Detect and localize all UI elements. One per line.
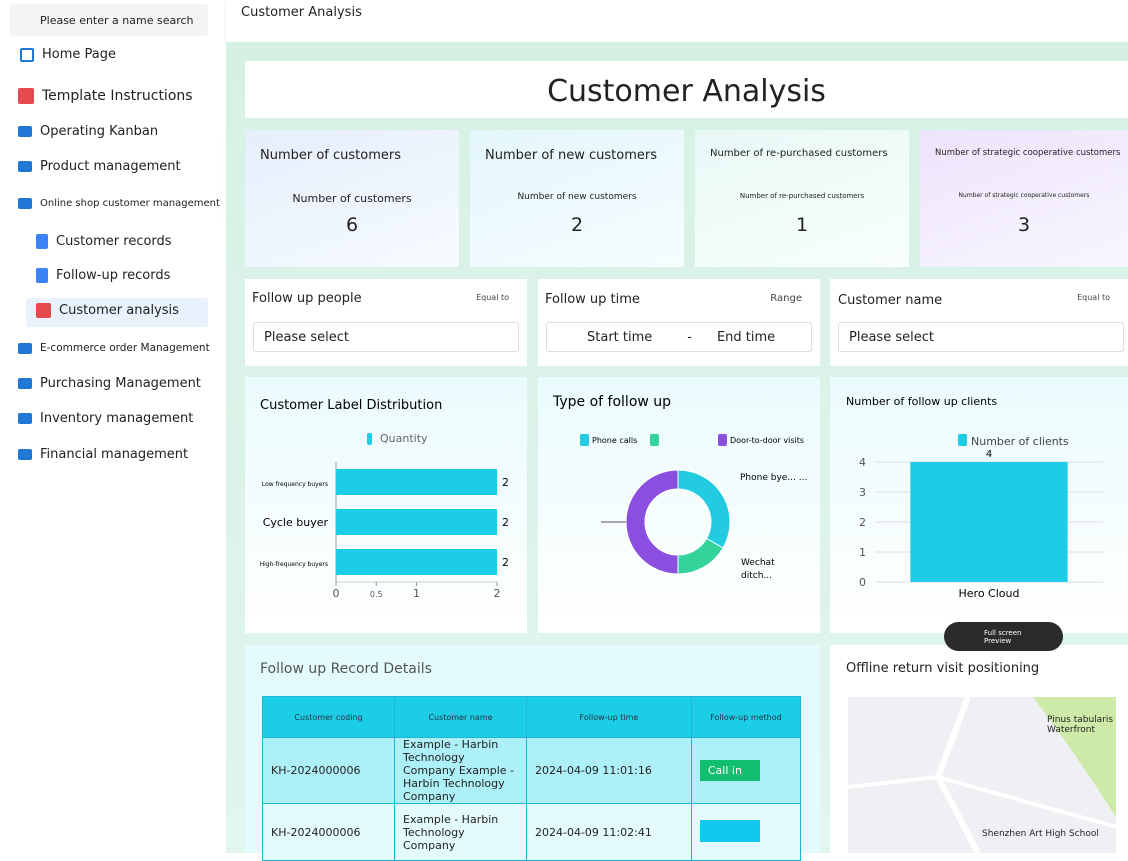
menu-item[interactable]: Follow-up records xyxy=(36,268,170,283)
menu-item[interactable]: E-commerce order Management xyxy=(18,342,210,354)
column-header[interactable]: Customer name xyxy=(394,696,527,738)
kpi-value: 6 xyxy=(345,214,359,236)
menu-label: Purchasing Management xyxy=(40,376,201,391)
filter-operator[interactable]: Range xyxy=(770,293,802,304)
kpi-label: Number of new customers xyxy=(517,192,637,202)
menu-item[interactable]: Inventory management xyxy=(18,411,193,426)
search-box[interactable]: Please enter a name search xyxy=(10,4,208,36)
column-header[interactable]: Follow-up time xyxy=(526,696,692,738)
menu-label: Operating Kanban xyxy=(40,124,159,139)
header: Customer Analysis xyxy=(226,0,1128,42)
banner-title: Customer Analysis xyxy=(547,74,826,109)
range-start: Start time xyxy=(587,329,653,345)
filter-label: Follow up time xyxy=(545,292,640,307)
kpi-label: Number of customers xyxy=(292,192,412,205)
kpi-value: 1 xyxy=(795,214,809,236)
cell: Call in xyxy=(690,737,802,804)
menu-item-active[interactable]: Customer analysis xyxy=(36,303,179,318)
kpi-label: Number of re-purchased customers xyxy=(739,192,865,200)
kpi-card: Number of re-purchased customers Number o… xyxy=(695,130,909,267)
kpi-value: 3 xyxy=(1017,214,1031,236)
menu-label: Template Instructions xyxy=(42,88,193,104)
range-separator: - xyxy=(687,329,692,345)
range-end: End time xyxy=(716,329,776,345)
select-placeholder: Please select xyxy=(264,329,349,345)
menu-label: E-commerce order Management xyxy=(40,342,210,354)
menu-item[interactable]: Financial management xyxy=(18,447,188,462)
menu-item[interactable]: Operating Kanban xyxy=(18,124,158,139)
button-label: Full screen Preview xyxy=(984,628,1022,645)
menu-label: Product management xyxy=(40,159,181,174)
kpi-value: 2 xyxy=(570,214,584,236)
cell: 2024-04-09 11:01:16 xyxy=(526,737,692,804)
search-placeholder: Please enter a name search xyxy=(40,13,194,27)
map-card: Offline return visit positioning Pinus t… xyxy=(830,645,1128,853)
filter-label: Customer name xyxy=(838,293,943,308)
table-card: Follow up Record Details Customer coding… xyxy=(245,645,820,861)
cell xyxy=(690,803,802,861)
column-header[interactable]: Follow-up method xyxy=(690,696,802,738)
chart-card xyxy=(538,377,820,633)
menu-label: Follow-up records xyxy=(56,268,171,283)
kpi-card: Number of new customers Number of new cus… xyxy=(470,130,684,267)
chart-card xyxy=(830,377,1128,633)
menu-label: Online shop customer management xyxy=(40,198,220,209)
menu-label: Home Page xyxy=(42,47,116,62)
cell: Example - Harbin Technology Company xyxy=(394,803,527,861)
select[interactable]: Please select xyxy=(253,322,519,352)
chart-card xyxy=(245,377,527,633)
kpi-card: Number of customers Number of customers 6 xyxy=(245,130,459,267)
table: Customer coding Customer name Follow-up ti… xyxy=(262,696,802,861)
cell: Example - Harbin Technology Company Exam… xyxy=(394,737,527,804)
menu-item[interactable]: Customer records xyxy=(36,234,172,249)
menu-label: Customer records xyxy=(56,234,172,249)
kpi-title: Number of strategic cooperative customer… xyxy=(935,148,1121,158)
cell: KH-2024000006 xyxy=(262,803,395,861)
sidebar: Please enter a name search Home Page Tem… xyxy=(0,0,226,853)
menu-item[interactable]: Home Page xyxy=(20,47,116,62)
menu-item[interactable]: Product management xyxy=(18,159,181,174)
filter: Follow up time Range Start time - End time xyxy=(538,279,820,366)
map xyxy=(848,697,1116,853)
menu-label: Customer analysis xyxy=(59,303,179,318)
date-range[interactable]: Start time - End time xyxy=(546,322,812,352)
column-header[interactable]: Customer coding xyxy=(262,696,395,738)
kpi-title: Number of customers xyxy=(260,148,402,163)
full-screen-button[interactable]: Full screen Preview xyxy=(944,622,1063,651)
method-tag: Call in xyxy=(699,760,760,781)
filter: Customer name Equal to Please select xyxy=(830,279,1128,366)
filter-label: Follow up people xyxy=(252,291,362,306)
map-label: Pinus tabularis Waterfront xyxy=(1047,715,1114,735)
menu-item[interactable]: Template Instructions xyxy=(18,88,193,104)
banner: Customer Analysis xyxy=(245,61,1128,118)
kpi-title: Number of re-purchased customers xyxy=(710,148,888,159)
menu-item[interactable]: Purchasing Management xyxy=(18,376,201,391)
filter: Follow up people Equal to Please select xyxy=(245,279,527,366)
cell: KH-2024000006 xyxy=(262,737,395,804)
menu-label: Inventory management xyxy=(40,411,194,426)
table-title: Follow up Record Details xyxy=(260,661,432,677)
header-title: Customer Analysis xyxy=(241,5,362,20)
kpi-title: Number of new customers xyxy=(485,148,658,163)
method-tag xyxy=(699,819,760,842)
filter-operator[interactable]: Equal to xyxy=(1077,293,1110,302)
menu-label: Financial management xyxy=(40,447,189,462)
map-title: Offline return visit positioning xyxy=(846,661,1040,676)
menu-item[interactable]: Online shop customer management xyxy=(18,198,220,209)
select-placeholder: Please select xyxy=(849,329,934,345)
kpi-card: Number of strategic cooperative customer… xyxy=(920,130,1128,267)
kpi-label: Number of strategic cooperative customer… xyxy=(958,192,1090,199)
select[interactable]: Please select xyxy=(838,322,1124,352)
filter-operator[interactable]: Equal to xyxy=(476,293,509,302)
cell: 2024-04-09 11:02:41 xyxy=(526,803,692,861)
map-label: Shenzhen Art High School xyxy=(982,829,1099,839)
